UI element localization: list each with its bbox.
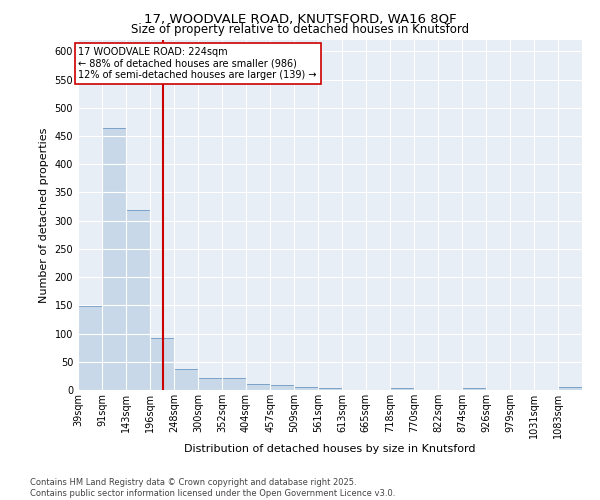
Bar: [222, 378, 246, 390]
X-axis label: Distribution of detached houses by size in Knutsford: Distribution of detached houses by size …: [184, 444, 476, 454]
Bar: [318, 388, 342, 390]
Text: 17 WOODVALE ROAD: 224sqm
← 88% of detached houses are smaller (986)
12% of semi-: 17 WOODVALE ROAD: 224sqm ← 88% of detach…: [79, 47, 317, 80]
Bar: [270, 386, 294, 390]
Bar: [150, 338, 174, 390]
Y-axis label: Number of detached properties: Number of detached properties: [39, 128, 49, 302]
Bar: [174, 369, 198, 390]
Text: Size of property relative to detached houses in Knutsford: Size of property relative to detached ho…: [131, 22, 469, 36]
Bar: [294, 387, 318, 390]
Bar: [126, 210, 150, 390]
Bar: [102, 128, 126, 390]
Bar: [246, 384, 270, 390]
Bar: [390, 388, 414, 390]
Text: 17, WOODVALE ROAD, KNUTSFORD, WA16 8QF: 17, WOODVALE ROAD, KNUTSFORD, WA16 8QF: [143, 12, 457, 26]
Bar: [558, 387, 582, 390]
Bar: [462, 388, 486, 390]
Bar: [78, 306, 102, 390]
Bar: [198, 378, 222, 390]
Text: Contains HM Land Registry data © Crown copyright and database right 2025.
Contai: Contains HM Land Registry data © Crown c…: [30, 478, 395, 498]
